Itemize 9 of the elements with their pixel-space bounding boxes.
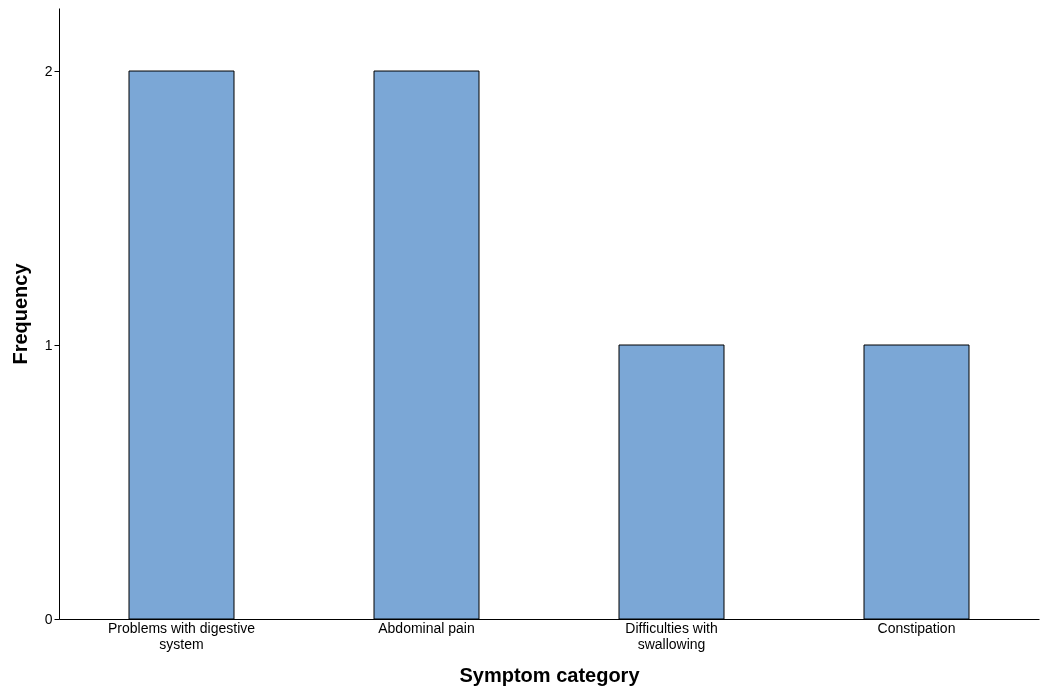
y-tick-label: 2 (44, 62, 53, 79)
y-tick-label: 1 (44, 336, 53, 353)
x-tick-label: Problems with digestive system (107, 619, 256, 652)
y-axis-title: Frequency (8, 262, 31, 365)
x-tick-label: Abdominal pain (378, 619, 475, 636)
x-tick-label: Constipation (877, 619, 956, 636)
y-tick-label: 0 (44, 610, 53, 627)
x-axis-title: Symptom category (459, 663, 641, 686)
x-tick-label: Difficulties with swallowing (625, 619, 718, 652)
